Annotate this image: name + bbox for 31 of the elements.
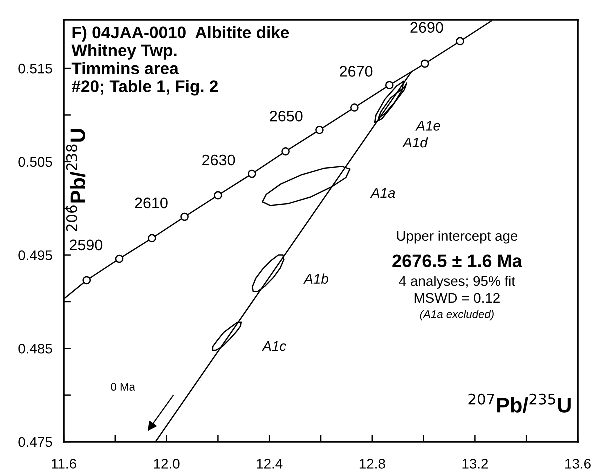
- annotation: 2670: [340, 66, 373, 77]
- annotation: 2650: [270, 110, 303, 122]
- x-tick-label: 13.6: [566, 459, 591, 469]
- annotation: 2676.5 ± 1.6 Ma: [392, 254, 523, 268]
- annotation: A1a: [370, 188, 396, 198]
- annotation: A1b: [304, 274, 328, 284]
- y-axis-title: $^{206}$Pb/$^{238}$U: [66, 129, 86, 232]
- y-tick-label: 0.505: [18, 157, 52, 168]
- y-tick-label: 0.485: [18, 344, 52, 354]
- x-tick-label: 12.0: [154, 459, 180, 469]
- annotation: A1e: [416, 121, 440, 131]
- y-tick-label: 0.475: [18, 437, 52, 448]
- annotation: 4 analyses; 95% fit: [399, 276, 516, 289]
- y-tick-label: 0.515: [18, 64, 52, 74]
- x-axis-title: $^{207}$Pb/$^{235}$U: [468, 394, 571, 414]
- x-tick-label: 12.4: [257, 459, 283, 469]
- annotation: 2690: [410, 22, 444, 34]
- annotation: 2590: [70, 240, 103, 251]
- x-tick-label: 13.2: [462, 459, 488, 469]
- text: F) 04JAA-0010 Albitite dike Whitney Twp. Timmins area #20; Table 1, Fig. 2: [72, 26, 290, 96]
- annotation: 2610: [135, 198, 168, 209]
- annotation: (A1a excluded): [420, 310, 494, 321]
- annotation: 0 Ma: [111, 383, 136, 391]
- annotation: Upper intercept age: [397, 230, 518, 244]
- annotation: MSWD = 0.12: [414, 293, 500, 304]
- y-tick-label: 0.495: [18, 250, 52, 260]
- annotation: 2630: [202, 154, 236, 166]
- annotation: A1d: [402, 137, 428, 148]
- annotation: A1c: [262, 342, 286, 352]
- x-tick-label: 12.8: [360, 459, 386, 469]
- x-tick-label: 11.6: [52, 459, 76, 469]
